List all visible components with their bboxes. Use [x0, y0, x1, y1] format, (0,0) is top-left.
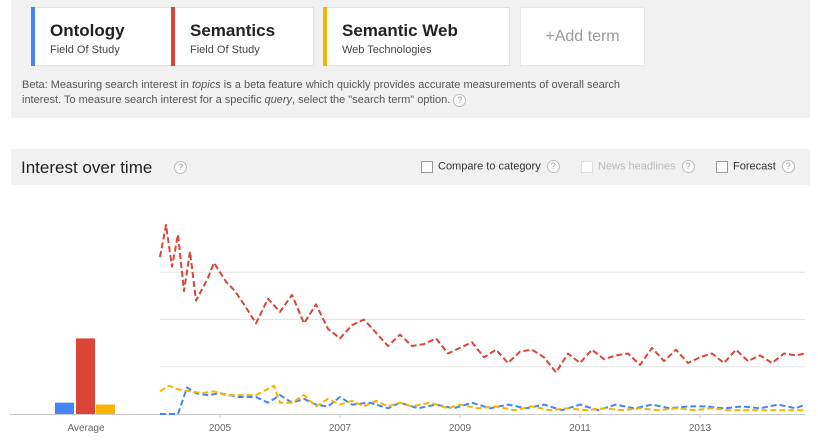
topics-word: topics [191, 79, 221, 91]
help-icon[interactable]: ? [546, 160, 560, 173]
help-icon[interactable]: ? [453, 93, 467, 107]
help-icon[interactable]: ? [681, 160, 695, 173]
interest-over-time-header: Interest over time ? Compare to category… [11, 149, 810, 185]
checkbox-icon[interactable] [716, 160, 728, 173]
series-line-ontology[interactable] [160, 386, 806, 415]
option-label: Compare to category [438, 160, 541, 173]
term-category: Field Of Study [190, 44, 260, 56]
term-card-ontology[interactable]: Ontology Field Of Study [31, 7, 174, 66]
term-card-semantic-web[interactable]: Semantic Web Web Technologies [323, 7, 510, 66]
series-line-semantic-web[interactable] [159, 384, 805, 412]
beta-text-suffix: , select the "search term" option. [292, 94, 451, 106]
help-icon[interactable]: ? [174, 161, 187, 174]
x-tick-label: 2005 [209, 423, 232, 434]
beta-text-middle: is a beta feature which quickly provides… [22, 79, 620, 106]
help-icon[interactable]: ? [781, 160, 795, 173]
term-card-semantics[interactable]: Semantics Field Of Study [171, 7, 314, 66]
term-color-stripe [31, 7, 35, 66]
term-color-stripe [171, 7, 175, 66]
checkbox-icon [581, 160, 593, 173]
forecast-option[interactable]: Forecast? [716, 160, 795, 176]
checkbox-icon[interactable] [421, 160, 433, 173]
term-category: Field Of Study [50, 44, 120, 56]
chart-grid [10, 271, 805, 415]
average-bars: Average [55, 338, 115, 434]
term-color-stripe [323, 7, 327, 66]
x-tick-label: 2013 [689, 423, 712, 434]
x-tick-label: 2009 [449, 423, 472, 434]
x-axis-ticks: 2005 2007 2009 2011 2013 [209, 414, 712, 434]
x-tick-label: 2011 [569, 423, 591, 434]
news-headlines-option: News headlines? [581, 160, 695, 176]
query-word: query [264, 94, 293, 106]
interest-chart[interactable]: Average 2005 2007 2009 2011 2013 [0, 195, 818, 444]
option-label: Forecast [733, 160, 776, 173]
average-label: Average [67, 423, 105, 434]
x-tick-label: 2007 [329, 423, 352, 434]
average-bar-semantics[interactable] [76, 338, 95, 414]
chart-lines [159, 224, 806, 415]
average-bar-ontology[interactable] [55, 402, 74, 414]
compare-to-category-option[interactable]: Compare to category? [421, 160, 560, 176]
option-label: News headlines [598, 160, 676, 173]
section-title: Interest over time [21, 158, 153, 177]
term-name: Semantic Web [342, 21, 458, 40]
term-panel: Ontology Field Of Study Semantics Field … [11, 0, 810, 118]
beta-notice: Beta: Measuring search interest in topic… [22, 78, 662, 108]
beta-text-prefix: Beta: Measuring search interest in [22, 79, 192, 91]
series-line-semantics[interactable] [159, 224, 806, 374]
average-bar-semantic-web[interactable] [96, 404, 115, 414]
add-term-button[interactable]: +Add term [520, 7, 645, 66]
term-category: Web Technologies [342, 44, 432, 56]
term-name: Semantics [190, 21, 276, 40]
term-name: Ontology [50, 21, 125, 40]
